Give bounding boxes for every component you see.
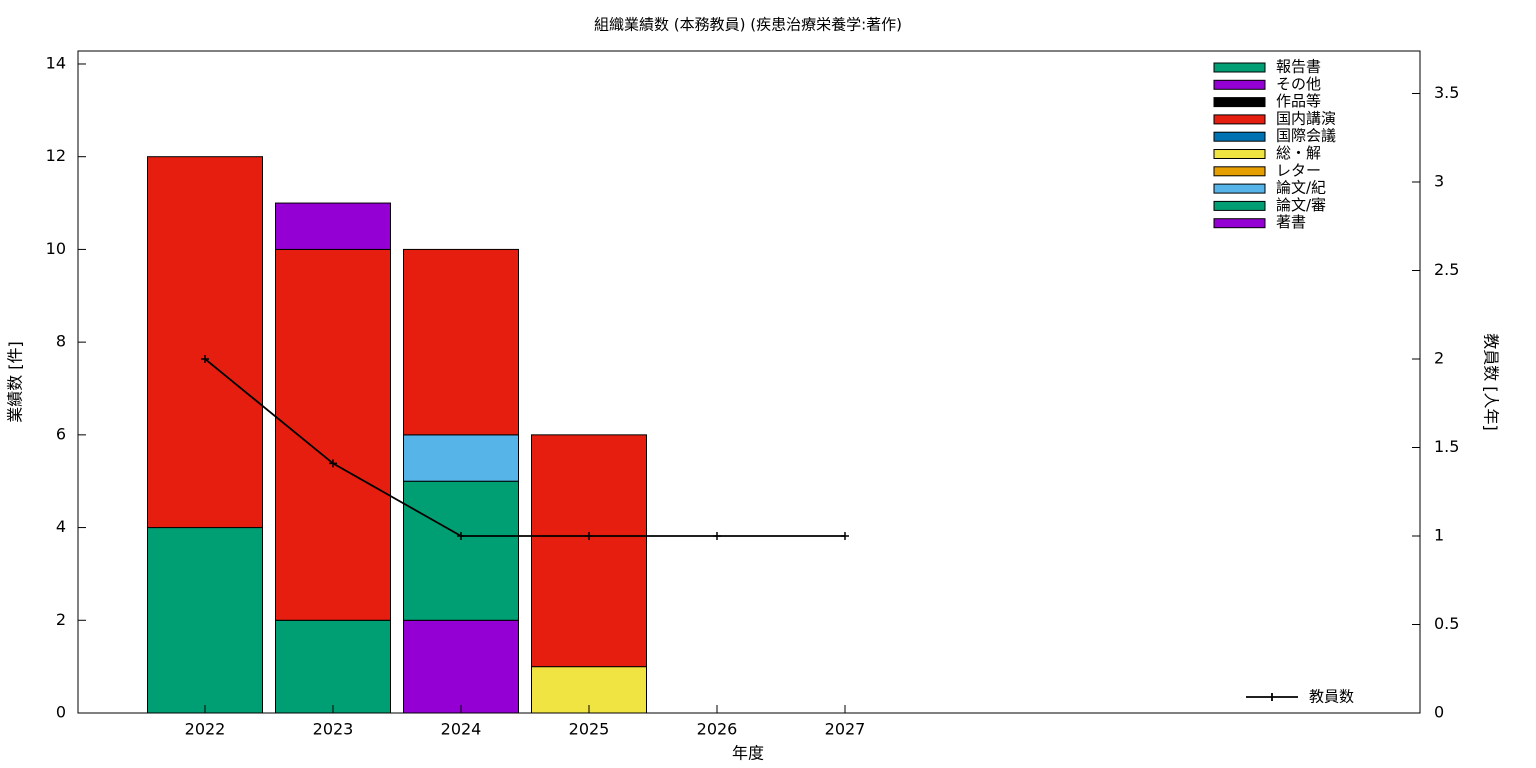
bar-segment: [147, 527, 263, 714]
y-tick-label: 0: [56, 703, 66, 722]
legend-label: 作品等: [1276, 92, 1321, 110]
chart-title: 組織業績数 (本務教員) (疾患治療栄養学:著作): [594, 16, 902, 34]
legend-label: 国内講演: [1276, 109, 1336, 127]
legend-label: 著書: [1276, 213, 1306, 231]
legend-swatch: [1213, 183, 1266, 194]
y2-tick-label: 1.5: [1434, 437, 1459, 456]
y-tick-label: 12: [46, 146, 66, 165]
legend-swatch: [1213, 200, 1266, 211]
legend-label: レター: [1276, 161, 1321, 179]
legend-swatch: [1213, 218, 1266, 229]
point-marker: [329, 459, 337, 468]
y-tick-label: 14: [46, 53, 66, 72]
x-tick-label: 2027: [825, 720, 866, 739]
legend-label: 論文/紀: [1276, 179, 1326, 197]
y2-axis-label: 教員数 [人年]: [1482, 333, 1501, 431]
plot-frame: [77, 50, 1421, 714]
legend-swatch: [1213, 114, 1266, 125]
point-marker: [841, 531, 849, 540]
legend-label: 報告書: [1276, 58, 1321, 76]
bar-segment: [275, 202, 391, 250]
legend-line: [1246, 693, 1298, 701]
legend-swatch: [1213, 149, 1266, 159]
y-tick-label: 6: [56, 424, 66, 443]
line: [204, 358, 845, 537]
bar-segment: [403, 434, 519, 482]
bar-segment: [403, 619, 519, 714]
point-marker: [585, 531, 593, 540]
y2-tick-label: 0.5: [1434, 614, 1459, 633]
y2-tick-label: 3: [1434, 171, 1444, 190]
x-tick-label: 2025: [569, 720, 610, 739]
bar-segment: [403, 248, 519, 436]
legend-swatch: [1213, 166, 1266, 177]
x-tick-label: 2023: [313, 720, 354, 739]
x-tick-label: 2022: [185, 720, 226, 739]
point-marker: [201, 354, 209, 363]
y2-tick-label: 3.5: [1434, 83, 1459, 102]
y2-tick-label: 1: [1434, 525, 1444, 544]
y-tick-label: 8: [56, 332, 66, 351]
legend-label: 教員数: [1309, 688, 1354, 706]
legend-label: その他: [1276, 75, 1321, 93]
point-marker: [713, 531, 721, 540]
x-axis-label: 年度: [732, 744, 764, 763]
legend-swatch: [1213, 62, 1266, 73]
y2-tick-label: 2: [1434, 348, 1444, 367]
y-tick-label: 4: [56, 517, 66, 536]
y-tick-label: 10: [46, 239, 66, 258]
point-marker: [457, 531, 465, 540]
legend-label: 国際会議: [1276, 127, 1336, 145]
y-tick-label: 2: [56, 610, 66, 629]
bar-segment: [275, 248, 391, 621]
bar-segment: [147, 156, 263, 529]
x-tick-label: 2024: [441, 720, 482, 739]
legend-label: 総・解: [1276, 144, 1321, 162]
bar-segment: [531, 434, 647, 668]
legend-swatch: [1213, 79, 1266, 90]
bar-segment: [403, 480, 519, 621]
legend-swatch: [1213, 97, 1266, 108]
legend-label: 論文/審: [1276, 196, 1326, 214]
bar-segment: [275, 619, 391, 714]
x-tick-label: 2026: [697, 720, 738, 739]
y-axis-label: 業績数 [件]: [6, 341, 25, 423]
y2-tick-label: 0: [1434, 703, 1444, 722]
y2-tick-label: 2.5: [1434, 260, 1459, 279]
legend-swatch: [1213, 131, 1266, 142]
